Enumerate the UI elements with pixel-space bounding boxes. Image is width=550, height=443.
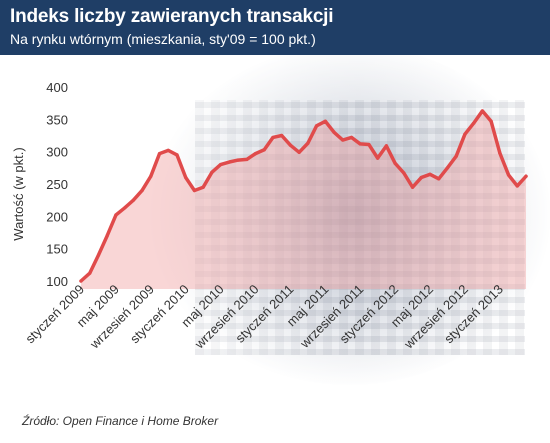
chart-title: Indeks liczby zawieranych transakcji [10, 6, 334, 27]
data-point [114, 213, 118, 217]
data-point [419, 175, 423, 180]
data-point [88, 271, 92, 275]
data-point [524, 174, 528, 178]
data-point [515, 184, 519, 188]
data-point [384, 144, 388, 148]
plot-area: 400 350 300 250 200 150 100 Wartość (w pkt.) sty… [11, 80, 528, 352]
data-point [472, 121, 476, 125]
data-point [376, 156, 380, 160]
data-point [166, 148, 170, 152]
data-point [445, 166, 450, 170]
data-point [131, 198, 135, 202]
data-point [410, 185, 415, 189]
data-point [280, 133, 284, 138]
data-point [175, 153, 179, 157]
data-point [506, 173, 511, 177]
data-point [332, 130, 336, 134]
y-tick-label: 100 [46, 274, 68, 289]
data-point [227, 160, 231, 164]
data-point [245, 157, 249, 162]
data-point [437, 177, 441, 181]
data-point [219, 163, 223, 167]
data-point [288, 143, 293, 147]
y-tick-label: 200 [46, 209, 68, 224]
x-tick-label: styczeń 2009 [22, 282, 87, 347]
header-bar: Indeks liczby zawieranych transakcji Na … [0, 0, 550, 55]
data-point [314, 124, 319, 128]
data-point [210, 170, 214, 174]
data-point [96, 253, 101, 257]
data-point [271, 135, 275, 140]
data-point [253, 152, 258, 156]
data-point [201, 185, 205, 189]
data-point [428, 172, 432, 176]
data-point [140, 188, 144, 193]
y-axis-label: Wartość (w pkt.) [11, 147, 26, 240]
data-point [262, 148, 266, 152]
data-point [463, 132, 467, 136]
data-point [367, 142, 371, 147]
footer-area [0, 385, 550, 443]
series-line [79, 109, 528, 283]
data-point [323, 119, 327, 123]
data-point [454, 154, 458, 158]
series-area [81, 110, 526, 289]
source-note: Źródło: Open Finance i Home Broker [22, 414, 219, 428]
data-point [358, 142, 362, 146]
background-fade [0, 55, 550, 385]
data-point [123, 206, 127, 210]
data-point [184, 175, 188, 180]
data-point [489, 119, 493, 123]
data-point [192, 188, 197, 193]
y-tick-label: 150 [46, 242, 68, 257]
data-point [393, 161, 397, 165]
data-point [306, 141, 310, 145]
data-point [79, 279, 83, 283]
y-tick-label: 300 [46, 145, 68, 160]
data-point [297, 150, 301, 154]
data-point [498, 151, 502, 155]
y-tick-label: 250 [46, 177, 68, 192]
data-point [480, 109, 484, 113]
data-point [341, 138, 345, 142]
data-point [149, 174, 153, 178]
data-point [105, 234, 109, 238]
data-point [349, 135, 354, 140]
chart-subtitle: Na rynku wtórnym (mieszkania, sty'09 = 1… [10, 31, 316, 47]
y-tick-label: 400 [46, 80, 68, 95]
data-point [402, 171, 406, 175]
data-point [236, 158, 240, 162]
data-point [157, 152, 162, 156]
y-tick-label: 350 [46, 112, 68, 127]
